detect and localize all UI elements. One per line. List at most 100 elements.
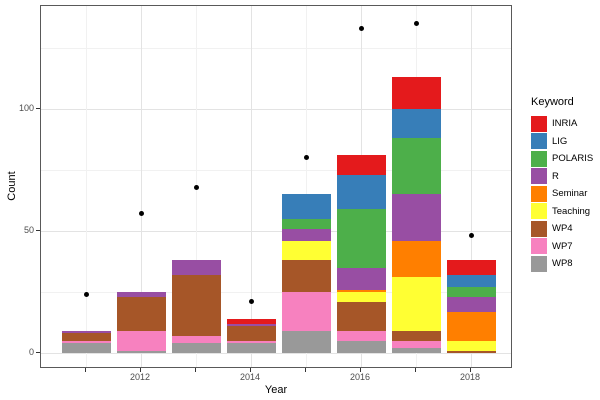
bar-segment-wp7: [116, 331, 166, 351]
legend-swatch-icon: [531, 115, 547, 132]
legend-item-wp8: WP8: [531, 255, 593, 273]
bar-segment-lig: [281, 194, 331, 219]
x-axis-tick: [250, 368, 251, 372]
bar-segment-wp7: [226, 340, 276, 344]
legend-label: Teaching: [552, 205, 591, 217]
legend-item-wp7: WP7: [531, 238, 593, 256]
bar-segment-wp7: [61, 340, 111, 344]
legend-item-wp4: WP4: [531, 220, 593, 238]
bar-segment-r: [226, 323, 276, 327]
bar-segment-lig: [446, 274, 496, 288]
gridline-x: [251, 6, 252, 367]
gridline-y-major: [41, 353, 511, 354]
plot-panel: [40, 5, 512, 368]
gridline-y-minor: [41, 48, 511, 49]
legend-swatch-icon: [531, 185, 547, 202]
bar-segment-seminar: [446, 311, 496, 341]
bar-segment-wp7: [391, 340, 441, 349]
x-axis-tick: [470, 368, 471, 372]
bar-segment-wp4: [116, 296, 166, 332]
bar-segment-teaching: [446, 340, 496, 351]
legend-item-r: R: [531, 168, 593, 186]
legend-item-seminar: Seminar: [531, 185, 593, 203]
y-tick-label: 100: [18, 103, 34, 113]
data-point: [358, 25, 364, 31]
legend-label: WP7: [552, 240, 573, 252]
bar-segment-wp8: [281, 331, 331, 353]
legend-swatch-icon: [531, 203, 547, 220]
legend-label: INRIA: [552, 118, 578, 130]
bar-segment-wp7: [336, 331, 386, 341]
x-axis-tick: [415, 368, 416, 372]
bar-segment-wp4: [336, 301, 386, 332]
bar-segment-polaris: [391, 138, 441, 195]
bar-segment-wp8: [336, 340, 386, 353]
gridline-x: [141, 6, 142, 367]
x-axis-tick: [140, 368, 141, 372]
gridline-x: [471, 6, 472, 367]
legend-swatch-icon: [531, 150, 547, 167]
data-point: [193, 184, 199, 190]
bar-segment-wp7: [171, 335, 221, 344]
bar-segment-r: [336, 267, 386, 290]
y-tick-label: 50: [23, 225, 34, 235]
bar-segment-inria: [336, 155, 386, 175]
legend-label: Seminar: [552, 188, 588, 200]
gridline-y-major: [41, 231, 511, 232]
bar-segment-wp4: [281, 260, 331, 292]
bar-segment-teaching: [391, 277, 441, 332]
bar-segment-polaris: [281, 218, 331, 229]
x-axis-tick: [305, 368, 306, 372]
y-axis-tick: [36, 108, 40, 109]
bar-segment-wp4: [446, 350, 496, 353]
legend-item-lig: LIG: [531, 133, 593, 151]
bar-segment-teaching: [336, 292, 386, 302]
bar-segment-wp8: [61, 343, 111, 353]
gridline-y-major: [41, 109, 511, 110]
x-tick-label: 2014: [239, 372, 261, 382]
bar-segment-inria: [391, 77, 441, 109]
data-point: [303, 155, 309, 161]
legend-item-inria: INRIA: [531, 115, 593, 133]
bar-segment-wp8: [391, 348, 441, 353]
legend-label: LIG: [552, 135, 568, 147]
bar-segment-r: [171, 260, 221, 275]
x-axis-tick: [195, 368, 196, 372]
x-tick-label: 2018: [459, 372, 481, 382]
bar-segment-wp7: [281, 292, 331, 332]
legend-swatch-icon: [531, 168, 547, 185]
legend-swatch-icon: [531, 220, 547, 237]
bar-segment-polaris: [446, 287, 496, 297]
gridline-y-minor: [41, 292, 511, 293]
data-point: [138, 211, 144, 217]
x-axis-tick: [360, 368, 361, 372]
data-point: [468, 233, 474, 239]
gridline-x: [86, 6, 87, 367]
bar-segment-wp4: [171, 274, 221, 336]
legend-swatch-icon: [531, 255, 547, 272]
bar-segment-r: [281, 228, 331, 241]
data-point: [248, 299, 254, 305]
bar-segment-wp4: [226, 326, 276, 341]
bar-segment-r: [391, 194, 441, 241]
x-tick-label: 2012: [129, 372, 151, 382]
x-axis-title: Year: [264, 384, 288, 396]
legend-item-polaris: POLARIS: [531, 150, 593, 168]
data-point: [413, 21, 419, 27]
legend-swatch-icon: [531, 133, 547, 150]
bar-segment-inria: [226, 318, 276, 324]
data-point: [83, 291, 89, 297]
gridline-y-minor: [41, 170, 511, 171]
bar-segment-polaris: [336, 209, 386, 268]
bar-segment-wp4: [61, 333, 111, 341]
bar-segment-wp8: [171, 343, 221, 353]
legend-label: R: [552, 170, 559, 182]
legend-swatch-icon: [531, 238, 547, 255]
bar-segment-wp8: [226, 343, 276, 353]
x-axis-tick: [85, 368, 86, 372]
y-axis-tick: [36, 352, 40, 353]
bar-segment-wp4: [391, 331, 441, 341]
bar-segment-inria: [446, 260, 496, 275]
y-tick-label: 0: [28, 347, 34, 357]
